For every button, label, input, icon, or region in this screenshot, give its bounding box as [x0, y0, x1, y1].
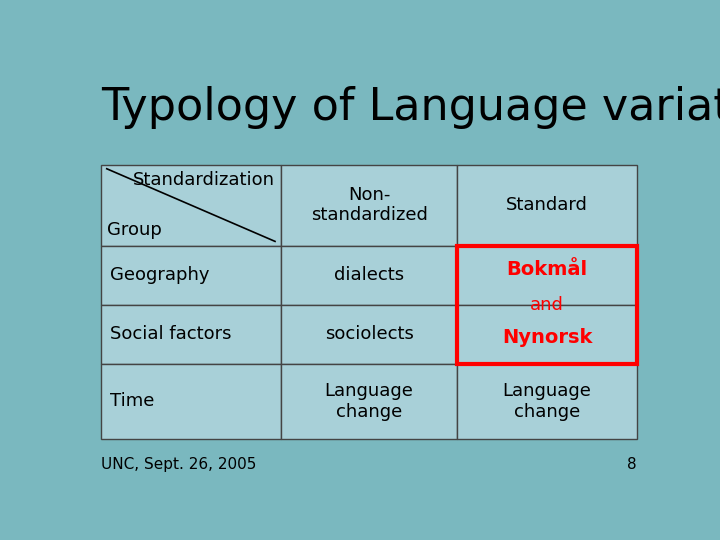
Text: Non-
standardized: Non- standardized [310, 186, 428, 225]
Text: Standard: Standard [506, 196, 588, 214]
Text: Language
change: Language change [503, 382, 592, 421]
Text: Standardization: Standardization [133, 171, 275, 189]
Text: Nynorsk: Nynorsk [502, 328, 593, 347]
Text: UNC, Sept. 26, 2005: UNC, Sept. 26, 2005 [101, 457, 256, 472]
Text: and: and [530, 295, 564, 314]
Text: 8: 8 [627, 457, 637, 472]
Text: Social factors: Social factors [109, 325, 231, 343]
Text: Geography: Geography [109, 266, 209, 284]
Text: Group: Group [107, 221, 161, 239]
Text: dialects: dialects [334, 266, 404, 284]
Text: Typology of Language variation 3: Typology of Language variation 3 [101, 85, 720, 129]
Text: Bokmål: Bokmål [507, 260, 588, 279]
Text: Language
change: Language change [325, 382, 413, 421]
Text: sociolects: sociolects [325, 325, 413, 343]
Text: Time: Time [109, 392, 154, 410]
